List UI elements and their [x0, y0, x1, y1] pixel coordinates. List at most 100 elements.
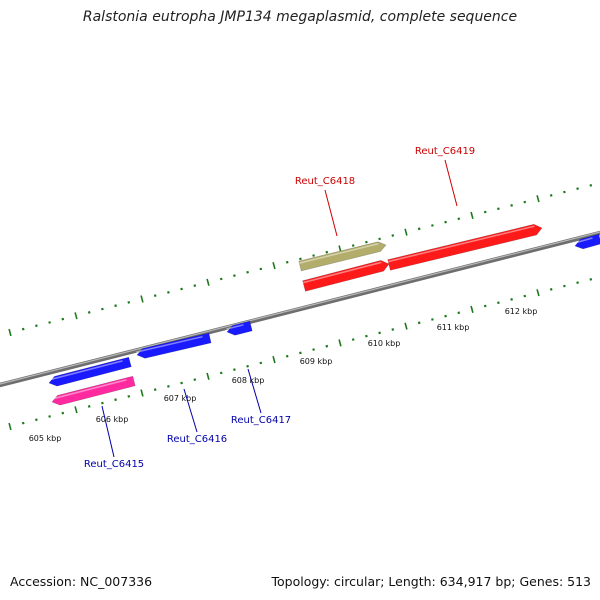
tick-label: 608 kbp	[232, 376, 265, 385]
outer-minor-tick	[233, 274, 236, 278]
outer-minor-tick	[510, 204, 513, 207]
outer-major-tick	[140, 295, 144, 303]
tick-label: 612 kbp	[505, 307, 538, 316]
tick-label: 611 kbp	[437, 323, 470, 332]
gene-labels: 605 kbp 606 kbp 607 kbp 608 kbp 609 kbp 610 k…	[29, 146, 538, 470]
inner-minor-tick	[549, 287, 553, 291]
tick-label: 610 kbp	[368, 339, 401, 348]
outer-minor-tick	[219, 277, 223, 281]
gene-label: Reut_C6417	[231, 415, 291, 426]
outer-minor-tick	[483, 210, 487, 214]
inner-minor-tick	[365, 334, 368, 338]
inner-major-tick	[206, 372, 210, 380]
inner-major-tick	[140, 389, 144, 397]
outer-minor-tick	[444, 220, 447, 224]
gene-unlabeled-shine	[302, 261, 382, 284]
outer-major-tick	[206, 278, 210, 286]
gene-reut-c6415-shine	[51, 379, 127, 400]
inner-minor-tick	[391, 328, 395, 331]
outer-minor-tick	[127, 300, 131, 304]
inner-minor-tick	[444, 314, 447, 318]
outer-major-tick	[536, 195, 540, 203]
gene-reut-c6419	[387, 223, 543, 271]
inner-minor-tick	[325, 344, 329, 348]
inner-major-tick	[404, 322, 408, 330]
gene-leader-line	[247, 368, 262, 414]
backbone-highlight	[0, 231, 600, 385]
inner-minor-tick	[312, 348, 315, 351]
inner-minor-tick	[417, 321, 421, 325]
gene-unlabeled	[48, 356, 132, 387]
inner-minor-tick	[510, 298, 513, 301]
inner-minor-tick	[431, 318, 434, 321]
outer-minor-tick	[101, 307, 104, 311]
inner-minor-tick	[153, 388, 157, 392]
inner-minor-tick	[233, 368, 236, 372]
outer-minor-tick	[417, 227, 421, 231]
gene-label: Reut_C6416	[167, 434, 227, 445]
gene-reut-c6415	[51, 375, 136, 406]
outer-minor-tick	[549, 193, 553, 197]
gene-leader-line	[444, 159, 458, 207]
inner-minor-tick	[246, 364, 249, 368]
outer-major-tick	[404, 228, 408, 236]
outer-minor-tick	[48, 321, 51, 324]
gene-leader-line	[324, 189, 338, 237]
inner-minor-tick	[114, 398, 117, 402]
inner-major-tick	[536, 289, 540, 297]
outer-minor-tick	[325, 250, 329, 254]
outer-minor-tick	[391, 234, 395, 237]
inner-major-tick	[338, 339, 342, 347]
outer-major-tick	[8, 328, 12, 337]
inner-minor-tick	[563, 284, 566, 288]
outer-minor-tick	[589, 183, 593, 187]
inner-minor-tick	[61, 411, 65, 415]
gene-reut-c6418-shine	[299, 242, 379, 264]
outer-minor-tick	[497, 207, 500, 211]
inner-minor-tick	[523, 294, 527, 298]
outer-minor-tick	[563, 190, 566, 194]
outer-minor-tick	[114, 304, 117, 308]
outer-major-tick	[74, 312, 78, 320]
outer-tick-track	[8, 183, 593, 337]
gene-reut-c6418	[298, 241, 387, 272]
inner-minor-tick	[193, 378, 197, 382]
inner-minor-tick	[219, 371, 223, 375]
inner-minor-tick	[167, 384, 170, 388]
inner-minor-tick	[576, 281, 579, 285]
outer-minor-tick	[246, 270, 249, 274]
backbone-line	[0, 230, 600, 388]
outer-minor-tick	[299, 257, 302, 261]
gene-leader-line	[183, 388, 198, 433]
inner-major-tick	[470, 305, 474, 314]
outer-minor-tick	[365, 240, 368, 244]
gene-reut-c6416-shine	[136, 335, 203, 353]
outer-minor-tick	[457, 217, 461, 221]
outer-minor-tick	[153, 294, 157, 298]
tick-label: 607 kbp	[164, 394, 197, 403]
outer-major-tick	[470, 211, 474, 220]
inner-tick-track	[8, 277, 593, 431]
gene-leader-line	[101, 405, 115, 458]
gene-label: Reut_C6415	[84, 459, 144, 470]
inner-major-tick	[272, 355, 276, 364]
outer-minor-tick	[431, 224, 434, 227]
inner-minor-tick	[351, 338, 355, 341]
inner-major-tick	[8, 422, 12, 431]
outer-minor-tick	[167, 290, 170, 294]
outer-minor-tick	[87, 311, 91, 314]
gene-reut-c6417	[226, 320, 253, 336]
outer-minor-tick	[259, 267, 263, 271]
inner-minor-tick	[35, 418, 38, 422]
gene-unlabeled-shine	[573, 237, 593, 244]
outer-minor-tick	[193, 284, 197, 288]
inner-major-tick	[74, 406, 78, 414]
gene-unlabeled	[302, 260, 390, 292]
sequence-backbone	[0, 230, 600, 388]
gene-label: Reut_C6419	[415, 146, 475, 157]
inner-minor-tick	[87, 405, 91, 408]
outer-minor-tick	[576, 187, 579, 191]
inner-minor-tick	[285, 354, 289, 358]
topology-summary: Topology: circular; Length: 634,917 bp; …	[271, 574, 592, 589]
gene-unlabeled	[574, 233, 600, 250]
